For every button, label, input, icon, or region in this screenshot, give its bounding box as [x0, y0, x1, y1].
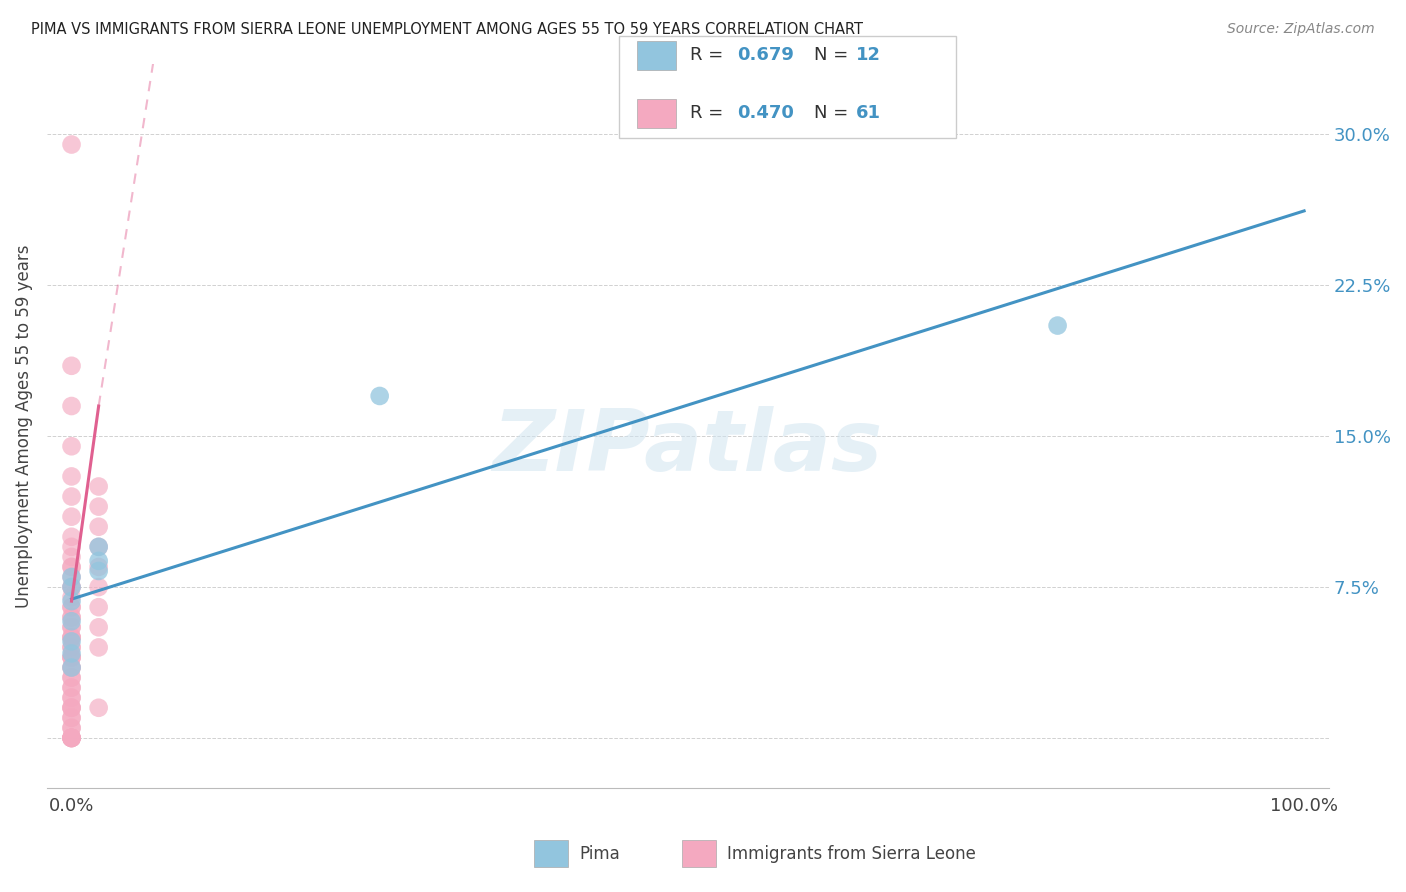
Point [60, 650, 83, 665]
Text: Pima: Pima [579, 845, 620, 863]
Point [60, 439, 83, 453]
Point [60, 640, 83, 655]
Point [60, 540, 83, 554]
Point [60, 490, 83, 504]
Point [60, 731, 83, 745]
Point [87, 600, 110, 615]
Point [87, 620, 110, 634]
Point [60, 700, 83, 714]
Text: R =: R = [690, 104, 730, 122]
Text: 12: 12 [856, 46, 882, 64]
Point [60, 711, 83, 725]
Text: ZIPatlas: ZIPatlas [492, 407, 883, 490]
Point [1046, 318, 1069, 333]
Point [60, 580, 83, 594]
Point [60, 530, 83, 544]
Text: Source: ZipAtlas.com: Source: ZipAtlas.com [1227, 22, 1375, 37]
Point [60, 560, 83, 574]
Point [60, 731, 83, 745]
Point [60, 620, 83, 634]
Point [87, 700, 110, 714]
Point [87, 640, 110, 655]
Point [60, 580, 83, 594]
Point [60, 650, 83, 665]
Point [60, 610, 83, 624]
Point [87, 554, 110, 568]
Point [60, 610, 83, 624]
Point [60, 631, 83, 645]
Point [87, 580, 110, 594]
Point [60, 631, 83, 645]
Point [368, 389, 391, 403]
Point [60, 647, 83, 661]
Point [60, 570, 83, 584]
Point [60, 731, 83, 745]
Point [87, 540, 110, 554]
Point [60, 731, 83, 745]
Point [60, 690, 83, 705]
Text: PIMA VS IMMIGRANTS FROM SIERRA LEONE UNEMPLOYMENT AMONG AGES 55 TO 59 YEARS CORR: PIMA VS IMMIGRANTS FROM SIERRA LEONE UNE… [31, 22, 863, 37]
Point [87, 540, 110, 554]
Point [60, 560, 83, 574]
Point [60, 660, 83, 674]
Point [87, 500, 110, 514]
Text: R =: R = [690, 46, 730, 64]
Point [60, 594, 83, 608]
Point [60, 640, 83, 655]
Point [60, 634, 83, 648]
Point [60, 399, 83, 413]
Point [60, 660, 83, 674]
Point [87, 519, 110, 533]
Point [60, 721, 83, 735]
Point [60, 700, 83, 714]
Point [60, 631, 83, 645]
Point [60, 620, 83, 634]
Point [60, 570, 83, 584]
Point [60, 359, 83, 373]
Point [87, 560, 110, 574]
Point [60, 660, 83, 674]
Text: Immigrants from Sierra Leone: Immigrants from Sierra Leone [727, 845, 976, 863]
Point [60, 580, 83, 594]
Point [60, 671, 83, 685]
Point [60, 469, 83, 483]
Point [60, 671, 83, 685]
Text: 61: 61 [856, 104, 882, 122]
Point [60, 731, 83, 745]
Text: 0.470: 0.470 [737, 104, 793, 122]
Point [60, 137, 83, 152]
Point [60, 700, 83, 714]
Text: N =: N = [814, 46, 853, 64]
Point [87, 479, 110, 493]
Point [60, 600, 83, 615]
Point [60, 681, 83, 695]
Point [87, 564, 110, 578]
Point [60, 731, 83, 745]
Y-axis label: Unemployment Among Ages 55 to 59 years: Unemployment Among Ages 55 to 59 years [15, 244, 32, 607]
Point [60, 590, 83, 604]
Point [60, 681, 83, 695]
Point [60, 549, 83, 564]
Point [60, 614, 83, 628]
Text: N =: N = [814, 104, 853, 122]
Point [60, 690, 83, 705]
Text: 0.679: 0.679 [737, 46, 793, 64]
Point [60, 711, 83, 725]
Point [60, 600, 83, 615]
Point [60, 509, 83, 524]
Point [60, 650, 83, 665]
Point [60, 721, 83, 735]
